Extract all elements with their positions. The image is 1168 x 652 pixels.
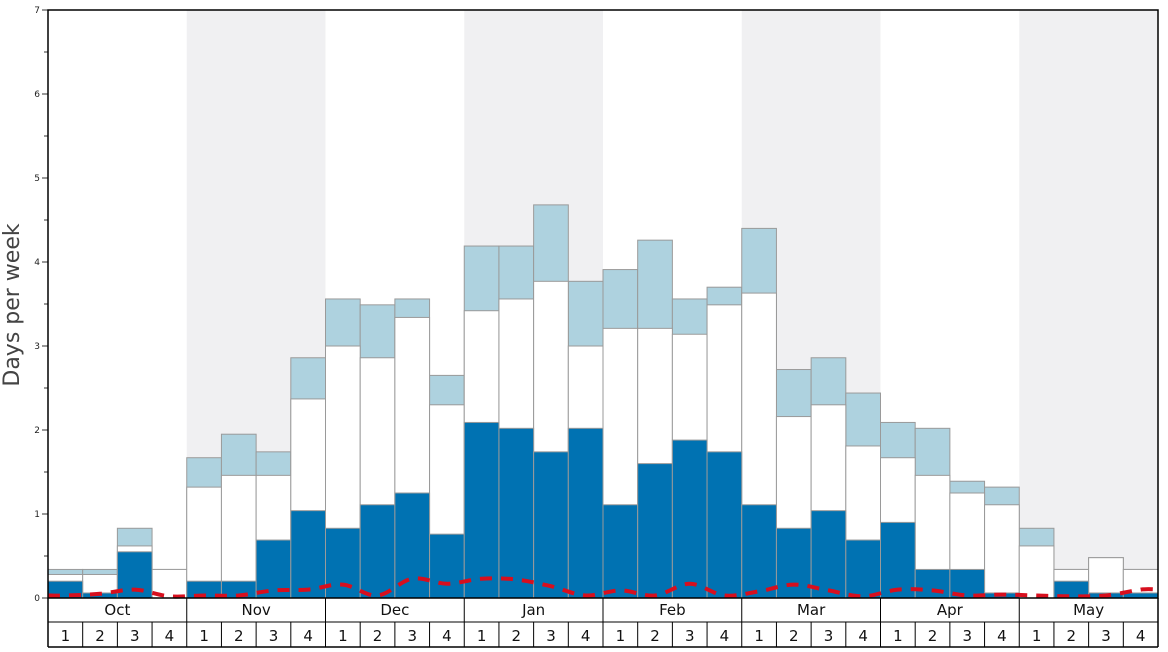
month-band-may (1019, 10, 1158, 598)
month-label-feb: Feb (659, 601, 686, 619)
average-line-layer (47, 576, 1159, 599)
bar-middle-5 (186, 486, 222, 599)
month-label-mar: Mar (797, 601, 826, 619)
bar-bottom-22 (775, 527, 812, 599)
week-label: 1 (893, 627, 903, 645)
week-label: 3 (546, 627, 556, 645)
week-label: 4 (165, 627, 175, 645)
bars-layer (47, 204, 1159, 599)
bar-bottom-19 (671, 439, 708, 599)
week-label: 3 (130, 627, 140, 645)
bar-bottom-15 (533, 451, 569, 599)
month-label-dec: Dec (380, 601, 409, 619)
week-label: 3 (1101, 627, 1111, 645)
bar-middle-28 (984, 504, 1020, 599)
y-tick-label: 7 (34, 6, 40, 16)
week-label: 1 (616, 627, 626, 645)
week-label: 3 (685, 627, 695, 645)
average-line (47, 576, 1159, 599)
bar-bottom-9 (325, 527, 361, 599)
week-label: 2 (234, 627, 244, 645)
bar-bottom-8 (290, 510, 326, 599)
bar-bottom-21 (741, 504, 777, 599)
week-label: 3 (962, 627, 972, 645)
week-label: 4 (1136, 627, 1146, 645)
y-tick-label: 3 (34, 342, 40, 352)
y-tick-label: 0 (34, 594, 40, 604)
bar-bottom-17 (602, 504, 639, 599)
bar-bottom-23 (810, 510, 847, 599)
y-tick-label: 5 (34, 174, 40, 184)
week-label: 1 (754, 627, 764, 645)
week-label: 4 (858, 627, 868, 645)
y-tick-label: 2 (34, 426, 40, 436)
week-label: 1 (199, 627, 209, 645)
week-label: 4 (581, 627, 591, 645)
week-label: 4 (303, 627, 313, 645)
bar-bottom-12 (429, 533, 465, 599)
bar-bottom-24 (845, 539, 881, 599)
bar-bottom-25 (880, 521, 916, 599)
y-tick-label: 6 (34, 90, 40, 100)
month-label-oct: Oct (104, 601, 130, 619)
bar-bottom-10 (359, 504, 396, 599)
bar-middle-29 (1018, 545, 1055, 599)
week-label: 1 (338, 627, 348, 645)
bar-bottom-13 (463, 421, 500, 599)
bar-bottom-20 (706, 451, 743, 599)
week-label: 2 (650, 627, 660, 645)
week-label: 3 (269, 627, 279, 645)
week-label: 4 (997, 627, 1007, 645)
week-label: 4 (442, 627, 452, 645)
bar-bottom-14 (498, 427, 535, 599)
week-label: 1 (477, 627, 487, 645)
month-label-may: May (1073, 601, 1104, 619)
y-tick-label: 1 (34, 510, 40, 520)
bar-middle-6 (220, 474, 257, 599)
week-label: 2 (1067, 627, 1077, 645)
week-label: 2 (95, 627, 105, 645)
week-label: 1 (61, 627, 71, 645)
bar-bottom-16 (567, 427, 604, 599)
bar-bottom-26 (914, 568, 951, 599)
bar-middle-31 (1088, 557, 1124, 599)
week-label: 2 (928, 627, 938, 645)
week-label: 3 (824, 627, 834, 645)
week-label: 3 (407, 627, 417, 645)
month-label-apr: Apr (937, 601, 964, 619)
y-tick-label: 4 (34, 258, 40, 268)
week-label: 2 (512, 627, 522, 645)
week-label: 2 (789, 627, 799, 645)
month-label-nov: Nov (241, 601, 270, 619)
bar-bottom-18 (637, 463, 673, 599)
x-axis: Oct Nov Dec Jan Feb Mar Apr May 1 2 3 4 1 2 3 4 1 2 3 4 1 2 3 4… (47, 598, 1159, 648)
week-label: 2 (373, 627, 383, 645)
week-label: 4 (720, 627, 730, 645)
y-axis-label: Days per week (0, 223, 25, 386)
week-label: 1 (1032, 627, 1042, 645)
month-label-jan: Jan (521, 601, 545, 619)
